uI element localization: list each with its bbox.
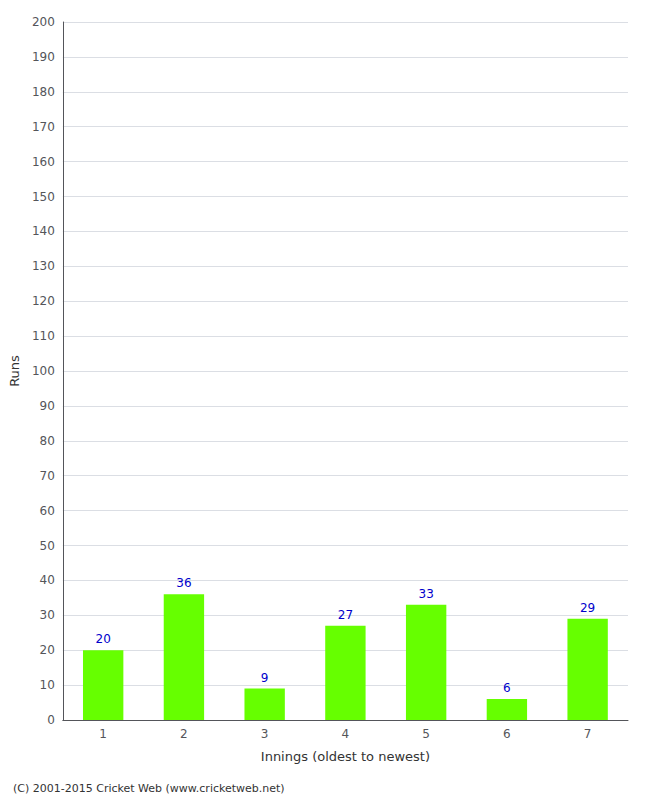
svg-text:6: 6 [503,727,511,741]
svg-text:(C) 2001-2015 Cricket Web (www: (C) 2001-2015 Cricket Web (www.cricketwe… [13,782,285,795]
svg-text:140: 140 [32,224,55,238]
svg-text:100: 100 [32,364,55,378]
svg-text:20: 20 [96,632,111,646]
svg-text:130: 130 [32,259,55,273]
svg-text:190: 190 [32,50,55,64]
svg-text:40: 40 [40,573,55,587]
svg-text:4: 4 [342,727,350,741]
svg-text:160: 160 [32,155,55,169]
svg-text:200: 200 [32,15,55,29]
svg-text:27: 27 [338,608,353,622]
svg-text:110: 110 [32,329,55,343]
svg-text:90: 90 [40,399,55,413]
svg-text:170: 170 [32,120,55,134]
svg-text:6: 6 [503,681,511,695]
svg-text:Runs: Runs [7,355,22,387]
svg-text:0: 0 [47,713,55,727]
svg-text:180: 180 [32,85,55,99]
svg-text:5: 5 [422,727,430,741]
svg-text:20: 20 [40,643,55,657]
svg-text:1: 1 [99,727,107,741]
svg-text:10: 10 [40,678,55,692]
svg-text:29: 29 [580,601,595,615]
svg-text:70: 70 [40,469,55,483]
svg-text:36: 36 [176,576,191,590]
svg-text:Innings (oldest to newest): Innings (oldest to newest) [261,749,430,764]
svg-text:80: 80 [40,434,55,448]
svg-text:33: 33 [419,587,434,601]
svg-text:30: 30 [40,608,55,622]
svg-text:120: 120 [32,294,55,308]
svg-text:2: 2 [180,727,188,741]
svg-text:50: 50 [40,539,55,553]
svg-text:7: 7 [584,727,592,741]
svg-text:3: 3 [261,727,269,741]
svg-text:150: 150 [32,190,55,204]
svg-text:9: 9 [261,671,269,685]
svg-text:60: 60 [40,504,55,518]
